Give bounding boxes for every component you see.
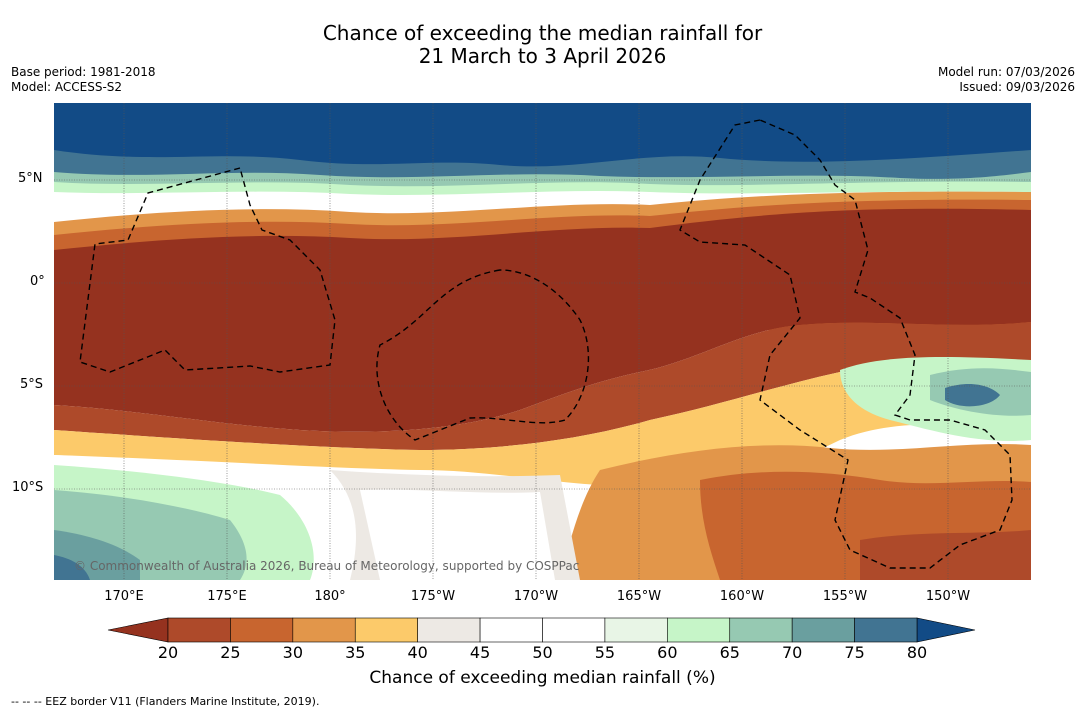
colorbar-tick-25: 25: [220, 643, 241, 662]
band-20-25-south: [54, 322, 1031, 450]
colorbar-tick-40: 40: [407, 643, 428, 662]
band-75-80-southwest: [54, 555, 90, 580]
colorbar-tick-80: 80: [906, 643, 928, 662]
colorbar-tick-70: 70: [781, 643, 803, 662]
colorbar-tick-55: 55: [594, 643, 616, 662]
eez-kiribati-gilbert: [79, 167, 336, 373]
colorbar-segment-20-25: [167, 617, 231, 643]
colorbar-segment-45-50: [479, 617, 543, 643]
colorbar-under-triangle: [107, 617, 169, 643]
band-20-25-southeast: [860, 530, 1031, 580]
lon-label-155w: 155°W: [822, 589, 868, 604]
lon-label-175w: 175°W: [410, 589, 456, 604]
base-period: Base period: 1981-2018: [11, 65, 156, 79]
eez-borders: [79, 119, 1013, 569]
colorbar-title: Chance of exceeding median rainfall (%): [369, 668, 716, 688]
run-info: Model run: 07/03/2026 Issued: 09/03/2026: [938, 65, 1075, 95]
model-name: Model: ACCESS-S2: [11, 80, 123, 94]
lat-label-5n: 5°N: [18, 171, 43, 186]
lon-label-150w: 150°W: [925, 589, 971, 604]
colorbar-segment-65-70: [729, 617, 793, 643]
colorbar-segment-30-35: [292, 617, 356, 643]
lat-label-10s: 10°S: [12, 480, 44, 495]
band-under-20: [54, 208, 1031, 432]
base-info: Base period: 1981-2018 Model: ACCESS-S2: [11, 65, 156, 95]
map-title: Chance of exceeding the median rainfall …: [0, 22, 1085, 68]
rainfall-field: [54, 103, 1031, 580]
graticule: [54, 103, 1031, 580]
map-title-line-2: 21 March to 3 April 2026: [418, 44, 667, 68]
lat-label-0: 0°: [30, 274, 45, 289]
colorbar-segment-60-65: [667, 617, 731, 643]
colorbar-over-triangle: [916, 617, 976, 643]
lon-label-170e: 170°E: [104, 589, 144, 604]
map-title-line-1: Chance of exceeding the median rainfall …: [322, 21, 763, 45]
eez-kiribati-line: [679, 119, 1013, 569]
band-75-80-east: [945, 384, 1000, 407]
map-credit: © Commonwealth of Australia 2026, Bureau…: [74, 559, 580, 573]
colorbar-tick-45: 45: [469, 643, 491, 662]
colorbar-tick-50: 50: [532, 643, 553, 662]
colorbar-segment-25-30: [230, 617, 294, 643]
band-45-55-south: [360, 489, 555, 580]
colorbar-tick-60: 60: [657, 643, 678, 662]
issued-date: Issued: 09/03/2026: [959, 80, 1075, 94]
colorbar-segment-75-80: [854, 617, 918, 643]
colorbar-tick-20: 20: [157, 643, 179, 662]
lon-label-170w: 170°W: [513, 589, 559, 604]
colorbar-tick-30: 30: [282, 643, 303, 662]
colorbar-tick-65: 65: [719, 643, 740, 662]
colorbar-segment-50-55: [542, 617, 606, 643]
lon-label-160w: 160°W: [719, 589, 765, 604]
colorbar: [107, 617, 976, 643]
colorbar-tick-75: 75: [844, 643, 865, 662]
colorbar-tick-35: 35: [345, 643, 366, 662]
lat-label-5s: 5°S: [20, 377, 44, 392]
colorbar-segment-40-45: [417, 617, 481, 643]
model-run: Model run: 07/03/2026: [937, 65, 1075, 79]
colorbar-segment-55-60: [604, 617, 668, 643]
colorbar-segment-35-40: [354, 617, 418, 643]
lon-label-180: 180°: [314, 589, 346, 604]
eez-legend-note: -- -- -- EEZ border V11 (Flanders Marine…: [11, 695, 320, 708]
eez-kiribati-phoenix: [376, 269, 590, 441]
colorbar-segment-70-75: [791, 617, 855, 643]
lon-label-175e: 175°E: [207, 589, 247, 604]
lon-label-165w: 165°W: [616, 589, 662, 604]
